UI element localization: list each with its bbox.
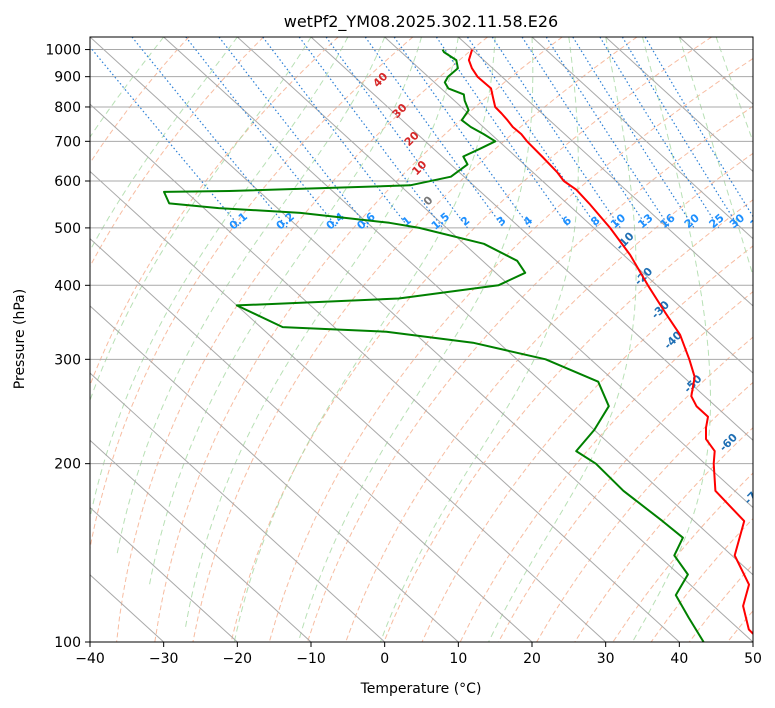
moist-adiabat-line bbox=[90, 37, 238, 252]
isotherm-gridline bbox=[310, 37, 753, 442]
mixing-ratio-line bbox=[521, 37, 649, 229]
dry-adiabat-line bbox=[307, 105, 753, 642]
dry-adiabat-line bbox=[90, 37, 264, 268]
x-tick-label: 20 bbox=[523, 651, 541, 667]
mixing-ratio-line bbox=[90, 46, 242, 229]
mixing-ratio-label: 36 bbox=[748, 211, 768, 231]
mixing-ratio-line bbox=[621, 37, 740, 229]
plot-area: 0.10.20.40.611.52346810131620253036-100-… bbox=[90, 37, 774, 642]
x-tick-label: −30 bbox=[149, 651, 179, 667]
isotherm-gridline bbox=[90, 372, 386, 642]
mixing-ratio-line bbox=[545, 37, 671, 229]
mixing-ratio-line bbox=[131, 37, 289, 229]
y-tick-label: 200 bbox=[54, 457, 81, 473]
moist-adiabat-line bbox=[184, 37, 459, 630]
dry-adiabat-line bbox=[421, 245, 753, 642]
dry-adiabat-label: -70 bbox=[742, 484, 765, 507]
moist-adiabat-line bbox=[297, 37, 534, 642]
mixing-ratio-line bbox=[185, 37, 339, 229]
x-tick-label: 0 bbox=[380, 651, 389, 667]
moist-adiabat-line bbox=[488, 37, 637, 642]
y-axis-ticks: 1000 900 800 700 600 500 400 300 200 100 bbox=[45, 43, 90, 651]
dry-adiabat-label: -80 bbox=[751, 523, 774, 546]
isotherm-gridline bbox=[384, 37, 753, 374]
x-tick-label: −20 bbox=[223, 651, 253, 667]
temperature-profile-line bbox=[467, 49, 753, 636]
isotherm-gridline bbox=[90, 237, 533, 642]
y-tick-label: 700 bbox=[54, 134, 81, 150]
isotherm-gridline bbox=[236, 37, 753, 509]
chart-title: wetPf2_YM08.2025.302.11.58.E26 bbox=[284, 12, 558, 32]
sounding-profiles bbox=[163, 49, 753, 642]
mixing-ratio-line bbox=[325, 37, 468, 229]
mixing-ratio-line bbox=[572, 37, 695, 229]
isotherm-gridline bbox=[90, 37, 753, 642]
grid-lines bbox=[90, 37, 753, 642]
y-tick-label: 500 bbox=[54, 221, 81, 237]
dry-adiabat-line bbox=[116, 37, 488, 642]
isotherm-gridline bbox=[90, 103, 680, 642]
mixing-ratio-line bbox=[435, 37, 570, 229]
moist-adiabats bbox=[90, 37, 753, 642]
isotherm-gridline bbox=[605, 37, 753, 173]
isotherm-gridline bbox=[163, 37, 753, 576]
moist-adiabat-line bbox=[116, 37, 386, 556]
moist-adiabat-line bbox=[715, 37, 753, 144]
mixing-ratio-line bbox=[364, 37, 505, 229]
dry-adiabat-line bbox=[192, 37, 638, 642]
y-tick-label: 1000 bbox=[45, 43, 81, 59]
plot-frame bbox=[89, 36, 754, 643]
moist-adiabat-line bbox=[233, 37, 496, 642]
y-tick-label: 600 bbox=[54, 174, 81, 190]
mixing-ratio-line bbox=[262, 37, 410, 229]
isotherm-gridline bbox=[457, 37, 753, 307]
x-tick-label: −10 bbox=[296, 651, 326, 667]
dry-adiabat-line bbox=[268, 57, 753, 642]
isotherm-gridline bbox=[90, 170, 607, 642]
y-tick-label: 800 bbox=[54, 100, 81, 116]
moist-adiabat-line bbox=[632, 37, 711, 642]
moist-adiabat-line bbox=[90, 37, 312, 402]
isotherm-gridline bbox=[90, 439, 312, 642]
moist-adiabat-line bbox=[90, 37, 165, 139]
moist-adiabat-line bbox=[678, 37, 753, 278]
y-tick-label: 900 bbox=[54, 70, 81, 86]
y-tick-label: 400 bbox=[54, 278, 81, 294]
x-tick-label: 10 bbox=[449, 651, 467, 667]
moist-adiabat-line bbox=[149, 37, 422, 585]
y-axis-label: Pressure (hPa) bbox=[12, 289, 28, 389]
y-tick-label: 100 bbox=[54, 635, 81, 651]
y-tick-label: 300 bbox=[54, 352, 81, 368]
dry-adiabat-line bbox=[536, 381, 753, 642]
mixing-ratio-line bbox=[393, 37, 531, 229]
dry-adiabat-line bbox=[154, 37, 563, 642]
x-tick-label: 50 bbox=[744, 651, 762, 667]
x-axis-ticks: −40 −30 −20 −10 0 10 20 30 40 50 bbox=[75, 642, 762, 667]
x-tick-label: −40 bbox=[75, 651, 105, 667]
mixing-ratio-line bbox=[466, 37, 599, 229]
dry-adiabat-line bbox=[497, 336, 753, 642]
dewpoint-profile-line bbox=[163, 49, 705, 642]
mixing-ratio-line bbox=[491, 37, 621, 229]
isotherm-gridline bbox=[90, 506, 238, 642]
x-tick-label: 40 bbox=[670, 651, 688, 667]
isotherm-gridline bbox=[90, 305, 459, 642]
x-tick-label: 30 bbox=[597, 651, 615, 667]
x-axis-label: Temperature (°C) bbox=[360, 681, 482, 697]
isotherm-gridline bbox=[531, 37, 753, 240]
